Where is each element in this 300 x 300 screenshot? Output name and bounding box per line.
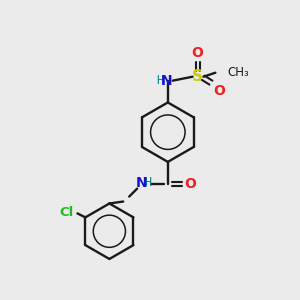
Text: S: S [192, 69, 203, 84]
Text: H: H [145, 176, 152, 189]
Text: CH₃: CH₃ [227, 66, 249, 79]
Text: N: N [161, 74, 173, 88]
Text: Cl: Cl [59, 206, 74, 219]
Text: O: O [185, 177, 197, 191]
Text: O: O [213, 84, 225, 98]
Text: O: O [192, 46, 203, 60]
Text: N: N [135, 176, 147, 190]
Text: H: H [156, 74, 164, 87]
